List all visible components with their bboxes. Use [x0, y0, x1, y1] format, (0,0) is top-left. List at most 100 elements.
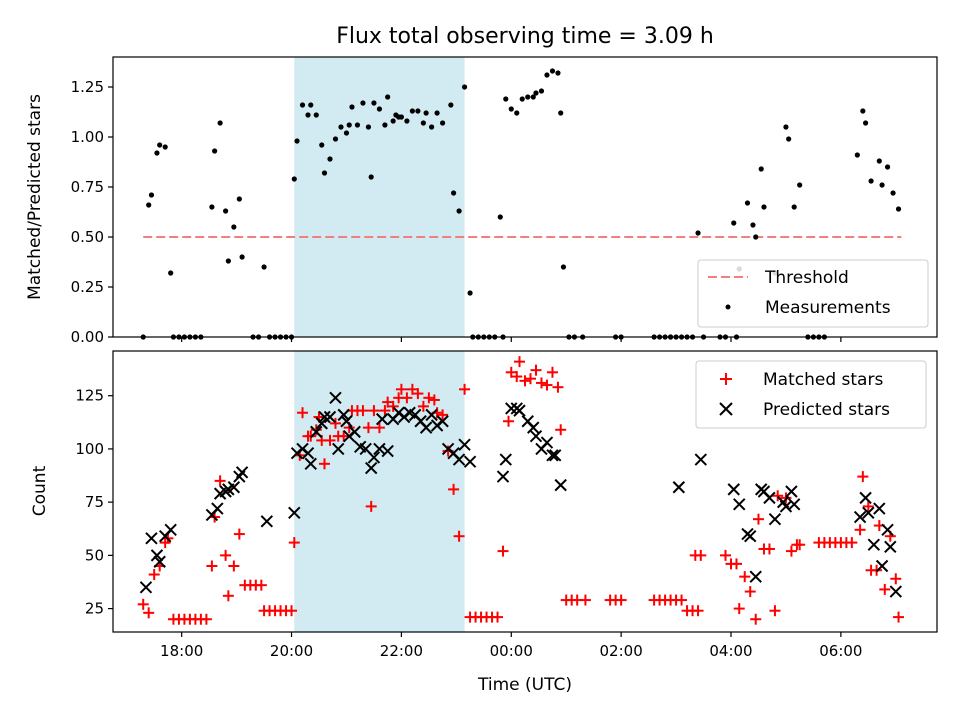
legend-measurements-label: Measurements [765, 298, 891, 318]
measurement-point [332, 136, 339, 142]
measurement-point [225, 258, 231, 264]
measurement-point [162, 144, 168, 150]
top-legend: Threshold Measurements [697, 259, 929, 328]
predicted-star-marker [763, 491, 776, 505]
matched-star-marker [535, 377, 547, 389]
measurement-point [349, 104, 355, 110]
predicted-star-marker [889, 585, 903, 598]
predicted-star-marker [318, 410, 331, 424]
y-tick-label: 0.50 [71, 228, 104, 246]
measurement-point [549, 68, 556, 74]
measurement-point [497, 214, 503, 220]
matched-star-marker [286, 605, 298, 617]
chart-title: Flux total observing time = 3.09 h [336, 24, 714, 49]
y-tick-label: 0.25 [71, 278, 104, 296]
matched-star-marker [615, 594, 627, 606]
measurement-point [761, 204, 767, 210]
measurement-point [560, 264, 567, 270]
measurement-point [299, 102, 306, 108]
matched-star-marker [579, 594, 591, 606]
predicted-star-marker [164, 523, 177, 537]
measurement-point [890, 190, 896, 196]
measurement-point [385, 94, 391, 100]
measurement-point [753, 234, 759, 240]
predicted-star-marker [785, 485, 798, 498]
predicted-star-marker [310, 425, 323, 439]
matched-star-marker [739, 571, 751, 583]
legend-predicted-label: Predicted stars [763, 400, 890, 420]
matched-star-marker [338, 430, 350, 442]
measurement-point [157, 142, 163, 148]
matched-star-marker [437, 409, 449, 421]
predicted-star-marker [862, 506, 875, 519]
predicted-star-marker [367, 451, 381, 464]
predicted-star-marker [744, 529, 757, 543]
matched-star-marker [379, 405, 391, 417]
matched-star-marker [763, 543, 775, 555]
measurement-point [456, 208, 462, 214]
matched-star-marker [357, 405, 369, 417]
measurement-point [398, 114, 404, 120]
measurement-point [154, 150, 160, 156]
measurement-point [450, 190, 457, 196]
matched-star-marker [423, 392, 435, 404]
measurement-point [879, 182, 885, 188]
matched-star-marker [497, 545, 509, 557]
matched-star-marker [200, 613, 212, 625]
matched-star-marker [222, 590, 234, 602]
matched-star-marker [220, 549, 232, 561]
measurement-point [533, 90, 539, 96]
predicted-star-marker [436, 415, 449, 428]
matched-star-marker [720, 549, 732, 561]
matched-star-marker [448, 483, 460, 495]
matched-star-marker [143, 607, 155, 619]
matched-star-marker [255, 579, 267, 591]
predicted-star-marker [867, 538, 881, 551]
measurement-point [884, 164, 891, 170]
measurement-point [294, 138, 300, 144]
matched-star-marker [412, 388, 424, 400]
measurement-point [212, 148, 218, 154]
matched-star-marker [857, 471, 869, 483]
legend-matched-swatch [720, 373, 732, 385]
matched-star-marker [552, 381, 564, 393]
bottom-legend: Matched stars Predicted stars [695, 360, 927, 429]
y-tick-label: 50 [85, 546, 104, 564]
matched-star-marker [676, 594, 688, 606]
matched-star-marker [890, 573, 902, 585]
predicted-star-marker [733, 498, 746, 511]
top-x-axis-ticks [181, 337, 842, 342]
measurement-point [382, 122, 388, 128]
predicted-star-marker [884, 540, 897, 554]
predicted-star-marker [727, 483, 740, 496]
legend-measurements-swatch [725, 304, 731, 310]
bottom-legend-box [695, 360, 927, 429]
measurement-point [308, 102, 314, 108]
matched-star-marker [530, 364, 542, 376]
matched-star-marker [368, 405, 380, 417]
measurement-point [368, 174, 374, 180]
top-y-axis-label: Matched/Predicted stars [25, 94, 45, 300]
matched-star-marker [228, 560, 240, 572]
matched-star-marker [794, 539, 806, 551]
x-tick-label: 04:00 [709, 642, 752, 660]
measurement-point [415, 108, 421, 114]
x-tick-label: 20:00 [270, 642, 313, 660]
top-legend-box [697, 259, 929, 328]
top-y-axis-ticks: 0.00 0.25 0.50 0.75 1.00 1.25 [71, 78, 113, 346]
measurement-point [448, 102, 454, 108]
y-tick-label: 75 [85, 493, 104, 511]
predicted-star-marker [323, 410, 337, 424]
legend-threshold-label: Threshold [764, 268, 849, 288]
predicted-star-marker [348, 425, 361, 439]
legend-matched-label: Matched stars [763, 370, 883, 390]
measurement-point [467, 290, 473, 296]
measurement-point [236, 196, 242, 202]
matched-star-marker [541, 379, 553, 391]
predicted-star-marker [139, 581, 153, 594]
predicted-star-marker [513, 404, 526, 417]
measurement-point [544, 72, 550, 78]
measurement-point [423, 110, 429, 116]
measurement-point [758, 166, 764, 172]
y-tick-label: 1.00 [71, 128, 104, 146]
